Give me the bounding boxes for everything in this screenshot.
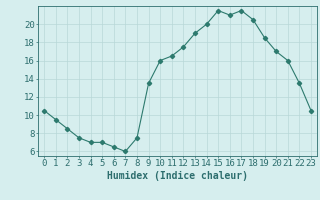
X-axis label: Humidex (Indice chaleur): Humidex (Indice chaleur) — [107, 171, 248, 181]
